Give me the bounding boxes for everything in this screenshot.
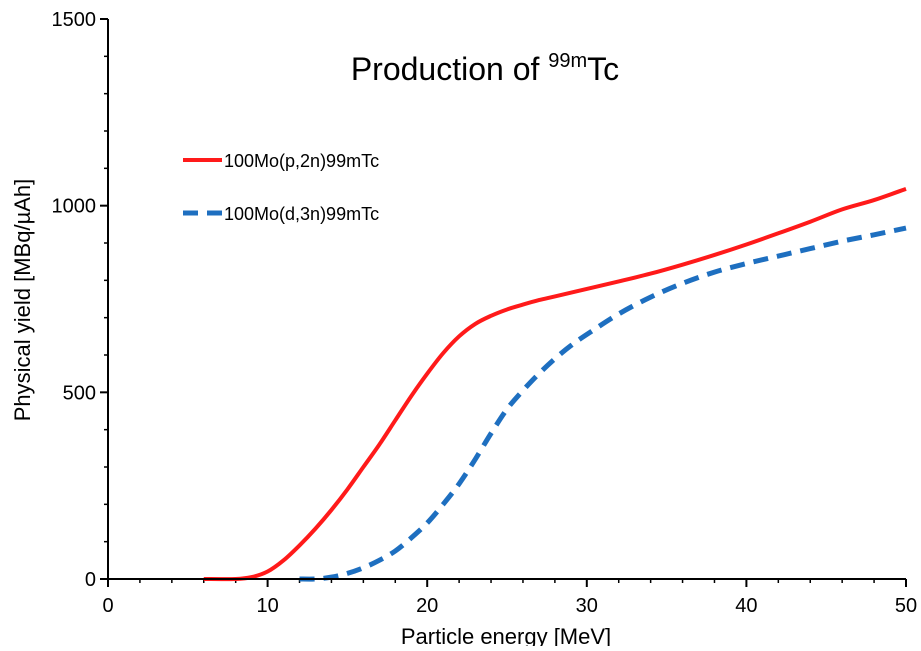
- x-tick-label: 50: [895, 595, 917, 617]
- y-tick-label: 0: [85, 569, 96, 591]
- x-axis-title: Particle energy [MeV]: [401, 624, 611, 646]
- minor-ticks: [104, 55, 875, 583]
- legend-label-p2n: 100Mo(p,2n)99mTc: [224, 151, 379, 171]
- series-line-d3n: [299, 225, 907, 582]
- x-tick-label: 30: [576, 595, 598, 617]
- x-tick-label: 0: [102, 595, 113, 617]
- legend-label-d3n: 100Mo(d,3n)99mTc: [224, 204, 379, 224]
- y-tick-label: 1000: [52, 196, 97, 218]
- series-lines: [203, 186, 907, 582]
- series-line-p2n: [203, 186, 907, 582]
- major-ticks: [100, 18, 907, 587]
- chart-title: Production of 99mTc: [351, 50, 619, 87]
- y-tick-label: 500: [63, 382, 96, 404]
- y-axis-title: Physical yield [MBq/µAh]: [10, 179, 35, 422]
- x-tick-label: 40: [735, 595, 757, 617]
- y-tick-label: 1500: [52, 9, 97, 31]
- chart-title-main: Production of: [351, 51, 548, 87]
- x-tick-label: 10: [256, 595, 278, 617]
- legend: 100Mo(p,2n)99mTc 100Mo(d,3n)99mTc: [183, 151, 379, 224]
- x-tick-label: 20: [416, 595, 438, 617]
- chart-title-superscript: 99m: [548, 50, 587, 72]
- chart-title-suffix: Tc: [587, 51, 619, 87]
